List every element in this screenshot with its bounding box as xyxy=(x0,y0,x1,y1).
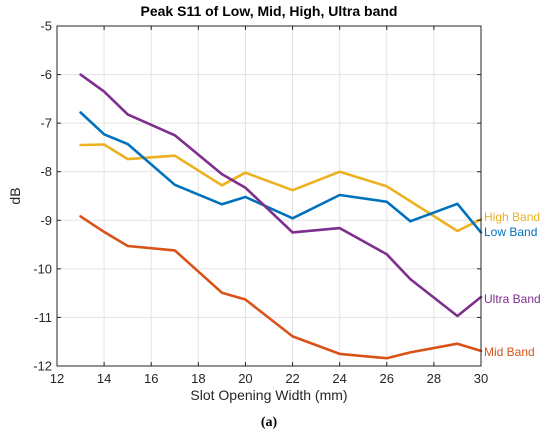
y-tick-label: -8 xyxy=(40,164,52,179)
x-tick-label: 16 xyxy=(144,371,158,386)
y-tick-label: -7 xyxy=(40,116,52,131)
ticks: 12 14 16 18 20 22 24 26 28 30 -12 -11 -10 -9 -8 -7 -6 -5 xyxy=(33,19,488,387)
series-line-mid-band xyxy=(79,215,483,360)
y-tick-label: -6 xyxy=(40,67,52,82)
y-tick-label: -9 xyxy=(40,213,52,228)
x-axis-label: Slot Opening Width (mm) xyxy=(190,387,347,403)
series-label-mid-band: Mid Band xyxy=(484,345,535,359)
x-tick-label: 20 xyxy=(238,371,252,386)
chart-title: Peak S11 of Low, Mid, High, Ultra band xyxy=(141,3,398,19)
figure-caption: (a) xyxy=(261,415,278,430)
series-line-high-band xyxy=(79,143,483,233)
x-tick-label: 26 xyxy=(380,371,394,386)
series-label-ultra-band: Ultra Band xyxy=(484,292,541,306)
x-tick-label: 24 xyxy=(332,371,346,386)
y-tick-label: -5 xyxy=(40,19,52,34)
series-lines xyxy=(79,73,483,360)
x-tick-label: 14 xyxy=(97,371,111,386)
series-line-ultra-band xyxy=(79,73,483,318)
x-tick-label: 12 xyxy=(50,371,64,386)
y-tick-label: -10 xyxy=(33,261,52,276)
x-tick-label: 30 xyxy=(474,371,488,386)
x-tick-label: 18 xyxy=(191,371,205,386)
x-tick-label: 22 xyxy=(285,371,299,386)
x-tick-label: 28 xyxy=(427,371,441,386)
series-label-low-band: Low Band xyxy=(484,225,537,239)
y-tick-label: -12 xyxy=(33,359,52,374)
y-tick-label: -11 xyxy=(34,310,52,325)
plot-area xyxy=(57,26,481,366)
plot-frame xyxy=(56,25,482,367)
y-axis-label: dB xyxy=(7,187,23,204)
series-label-high-band: High Band xyxy=(484,210,540,224)
series-line-low-band xyxy=(79,111,483,234)
